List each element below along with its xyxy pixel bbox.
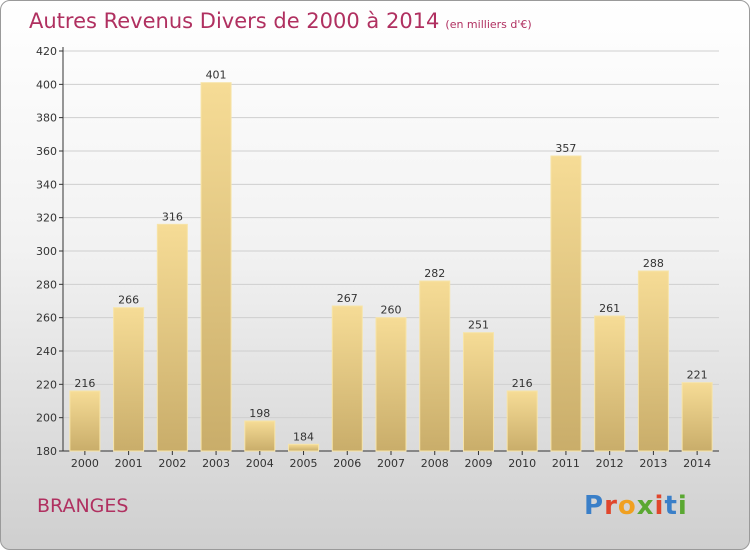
data-label: 198 xyxy=(249,407,270,420)
data-label: 251 xyxy=(468,319,489,332)
y-tick-label: 420 xyxy=(36,45,57,58)
y-tick-label: 300 xyxy=(36,245,57,258)
x-tick-label: 2004 xyxy=(246,457,274,470)
x-tick-label: 2013 xyxy=(639,457,667,470)
y-tick-label: 360 xyxy=(36,145,57,158)
bar xyxy=(331,305,363,452)
y-tick-label: 260 xyxy=(36,312,57,325)
bar xyxy=(69,390,101,452)
data-label: 266 xyxy=(118,294,139,307)
y-tick-label: 180 xyxy=(36,445,57,458)
chart-title: Autres Revenus Divers de 2000 à 2014 (en … xyxy=(29,9,532,33)
x-tick-label: 2005 xyxy=(290,457,318,470)
x-tick-label: 2002 xyxy=(158,457,186,470)
x-tick-label: 2001 xyxy=(115,457,143,470)
x-tick-label: 2009 xyxy=(464,457,492,470)
y-tick-label: 220 xyxy=(36,378,57,391)
bar-chart: 180 200 220 240 260 280 300 320 340 360 380 400 420 2… xyxy=(36,45,719,470)
logo-letter: i xyxy=(677,491,688,521)
x-tick-label: 2007 xyxy=(377,457,405,470)
bar xyxy=(637,270,669,452)
x-tick-label: 2003 xyxy=(202,457,230,470)
data-label: 316 xyxy=(162,210,183,223)
unit-note: (en milliers d'€) xyxy=(445,18,532,31)
bar xyxy=(506,390,538,452)
bar xyxy=(681,382,713,452)
y-tick-label: 200 xyxy=(36,412,57,425)
data-label: 216 xyxy=(74,377,95,390)
x-tick-label: 2011 xyxy=(552,457,580,470)
logo-letter: i xyxy=(654,491,665,521)
bar xyxy=(550,155,582,452)
commune-name: BRANGES xyxy=(37,495,129,517)
data-label: 282 xyxy=(424,267,445,280)
logo-letter: P xyxy=(584,491,605,521)
x-tick-label: 2000 xyxy=(71,457,99,470)
logo-letter: r xyxy=(604,491,618,521)
bar xyxy=(462,332,494,452)
data-label: 288 xyxy=(643,257,664,270)
y-tick-label: 340 xyxy=(36,178,57,191)
y-tick-label: 400 xyxy=(36,78,57,91)
bar xyxy=(156,223,188,452)
x-tick-label: 2014 xyxy=(683,457,711,470)
data-label: 216 xyxy=(512,377,533,390)
data-label: 221 xyxy=(687,369,708,382)
logo-letter: o xyxy=(617,491,637,521)
data-label: 184 xyxy=(293,430,314,443)
data-label: 260 xyxy=(381,304,402,317)
x-tick-label: 2010 xyxy=(508,457,536,470)
bar xyxy=(200,82,232,452)
logo-letter: t xyxy=(664,491,678,521)
y-tick-label: 240 xyxy=(36,345,57,358)
data-label: 401 xyxy=(206,69,227,82)
bar xyxy=(244,420,276,452)
proxiti-logo: Proxiti xyxy=(584,491,688,521)
data-label: 261 xyxy=(599,302,620,315)
logo-letter: x xyxy=(636,491,655,521)
bar xyxy=(375,317,407,452)
x-tick-label: 2012 xyxy=(596,457,624,470)
data-label: 267 xyxy=(337,292,358,305)
x-tick-label: 2006 xyxy=(333,457,361,470)
bar xyxy=(419,280,451,452)
bar xyxy=(594,315,626,452)
title-text: Autres Revenus Divers de 2000 à 2014 xyxy=(29,9,440,33)
y-tick-label: 320 xyxy=(36,212,57,225)
bar xyxy=(113,307,145,452)
y-tick-label: 280 xyxy=(36,278,57,291)
x-tick-label: 2008 xyxy=(421,457,449,470)
y-tick-label: 380 xyxy=(36,112,57,125)
data-label: 357 xyxy=(555,142,576,155)
bar xyxy=(288,443,320,452)
